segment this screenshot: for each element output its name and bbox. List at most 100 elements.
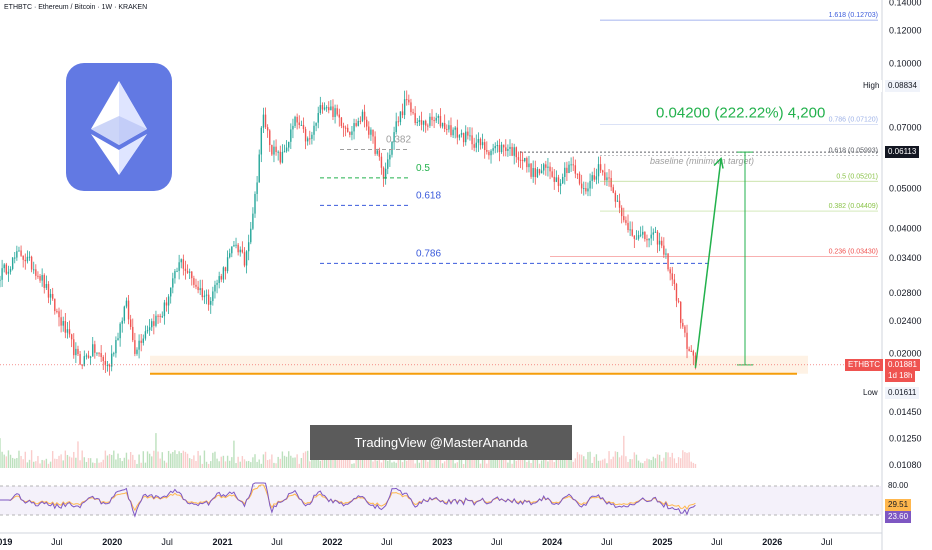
volume-bar <box>616 451 619 468</box>
baseline-value-tag: 0.06113 <box>885 146 920 159</box>
candle-body <box>416 121 418 123</box>
volume-bar <box>155 433 157 468</box>
volume-bar <box>646 458 648 468</box>
candle-body <box>39 276 41 281</box>
candle-body <box>313 125 315 135</box>
candle-body <box>559 183 562 186</box>
volume-bar <box>104 450 107 468</box>
candle-body <box>475 142 477 148</box>
volume-bar <box>138 454 140 468</box>
candle-body <box>530 163 532 177</box>
candle-body <box>620 207 623 217</box>
candle-body <box>644 231 646 240</box>
candle-body <box>690 350 692 352</box>
x-tick-label: Jul <box>601 537 613 547</box>
volume-bar <box>275 463 277 468</box>
candle-body <box>119 323 121 339</box>
volume-bar <box>306 450 309 468</box>
candle-body <box>201 288 204 298</box>
volume-bar <box>416 452 418 468</box>
candle-body <box>424 120 427 126</box>
volume-bar <box>16 458 18 468</box>
fib-retrace-label: 0.786 <box>416 248 441 259</box>
volume-bar <box>336 460 338 468</box>
volume-bar <box>73 451 75 468</box>
candle-body <box>45 284 48 288</box>
candle-body <box>631 229 633 236</box>
candle-body <box>543 164 545 171</box>
projection-arrow-head <box>713 156 724 169</box>
volume-bar <box>45 458 48 468</box>
volume-bar <box>87 458 90 468</box>
candle-body <box>231 246 233 254</box>
volume-bar <box>264 451 267 468</box>
volume-bar <box>188 458 191 468</box>
candle-body <box>479 138 482 146</box>
candle-body <box>435 117 437 121</box>
candle-body <box>382 167 385 179</box>
candle-body <box>49 293 52 298</box>
volume-bar <box>587 452 589 468</box>
volume-bar <box>151 456 153 468</box>
candle-body <box>170 287 172 297</box>
volume-bar <box>132 454 134 468</box>
candle-body <box>414 113 416 123</box>
candle-body <box>62 321 64 326</box>
candle-body <box>545 164 547 168</box>
volume-bar <box>635 454 638 468</box>
volume-bar <box>195 460 197 468</box>
volume-bar <box>446 459 448 468</box>
volume-bar <box>178 451 180 468</box>
candle-body <box>229 253 231 258</box>
volume-bar <box>604 458 606 468</box>
volume-bar <box>595 454 598 468</box>
candle-body <box>3 264 5 269</box>
candle-body <box>471 135 473 145</box>
volume-bar <box>210 461 212 468</box>
volume-bar <box>182 450 185 468</box>
volume-bar <box>159 458 161 468</box>
volume-bar <box>9 454 12 468</box>
candle-body <box>342 125 345 128</box>
candle-body <box>83 356 85 366</box>
candle-body <box>288 141 290 148</box>
volume-bar <box>172 451 174 468</box>
volume-bar <box>488 459 490 468</box>
volume-bar <box>515 460 518 468</box>
volume-bar <box>606 463 608 468</box>
y-tick-label: 0.07000 <box>889 123 922 133</box>
volume-bar <box>83 457 85 468</box>
candle-body <box>247 242 250 252</box>
volume-bar <box>121 461 123 468</box>
candle-body <box>513 147 515 156</box>
candle-body <box>319 105 322 114</box>
volume-bar <box>49 461 52 468</box>
candle-body <box>108 365 111 367</box>
volume-bar <box>56 458 58 468</box>
candle-body <box>555 177 558 182</box>
volume-bar <box>148 453 151 468</box>
volume-bar <box>538 463 541 468</box>
candle-body <box>387 159 389 169</box>
volume-bar <box>325 452 328 468</box>
candle-body <box>540 170 543 174</box>
candle-body <box>566 167 568 173</box>
candle-body <box>233 245 235 247</box>
volume-bar <box>262 454 265 468</box>
candle-body <box>536 169 539 178</box>
volume-bar <box>184 451 187 468</box>
volume-bar <box>376 460 378 468</box>
volume-bar <box>530 463 532 468</box>
candle-body <box>85 355 88 357</box>
candle-body <box>433 120 435 122</box>
volume-bar <box>441 463 444 468</box>
candle-body <box>465 131 467 143</box>
candle-body <box>393 132 395 142</box>
volume-bar <box>170 453 172 468</box>
volume-bar <box>18 450 20 468</box>
candle-body <box>551 171 553 177</box>
rsi-signal-line <box>0 484 696 512</box>
volume-bar <box>401 462 404 468</box>
candle-body <box>306 138 309 142</box>
candle-body <box>51 293 54 299</box>
